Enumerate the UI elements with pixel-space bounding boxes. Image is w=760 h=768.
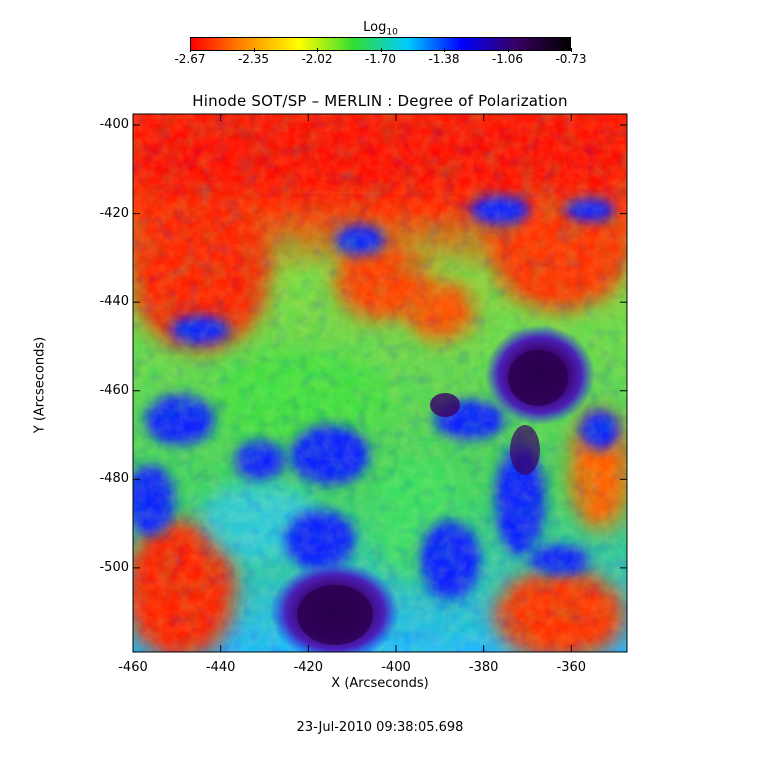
plot-title: Hinode SOT/SP – MERLIN : Degree of Polar… — [192, 92, 568, 110]
x-tick-label: -440 — [205, 660, 236, 675]
x-tick-label: -360 — [556, 660, 587, 675]
colorbar-tick-label: -1.70 — [364, 52, 397, 66]
colorbar-tick-mark — [190, 48, 191, 52]
y-tick-label: -440 — [99, 294, 129, 310]
y-tick-label: -500 — [99, 559, 129, 575]
colorbar-tick-mark — [444, 48, 445, 52]
colorbar-tick-mark — [571, 48, 572, 52]
y-axis-label: Y (Arcseconds) — [32, 336, 48, 434]
colorbar-tick-mark — [317, 48, 318, 52]
colorbar-label: Log10 — [363, 20, 398, 38]
colorbar-tick-label: -2.35 — [237, 52, 270, 66]
colorbar-tick-label: -2.02 — [301, 52, 333, 66]
x-tick-label: -460 — [118, 660, 148, 675]
colorbar-tick-mark — [380, 48, 382, 52]
y-tick-label: -400 — [99, 117, 129, 133]
axis-ticks — [132, 114, 627, 652]
colorbar-tick-label: -1.38 — [428, 52, 460, 66]
y-tick-label: -420 — [99, 205, 129, 221]
x-tick-label: -380 — [468, 660, 499, 675]
x-axis-label: X (Arcseconds) — [331, 676, 429, 691]
colorbar-tick-mark — [507, 48, 509, 52]
colorbar-tick-label: -1.06 — [491, 52, 524, 66]
x-tick-label: -420 — [293, 660, 324, 675]
x-tick-label: -400 — [381, 660, 411, 675]
plot-frame — [132, 113, 628, 653]
colorbar-tick-label: -0.73 — [555, 52, 587, 66]
footer-timestamp: 23-Jul-2010 09:38:05.698 — [296, 720, 464, 735]
colorbar-tick-label: -2.67 — [174, 52, 206, 66]
colorbar-tick-mark — [253, 48, 255, 52]
y-tick-label: -460 — [99, 382, 129, 398]
y-tick-label: -480 — [99, 471, 129, 487]
